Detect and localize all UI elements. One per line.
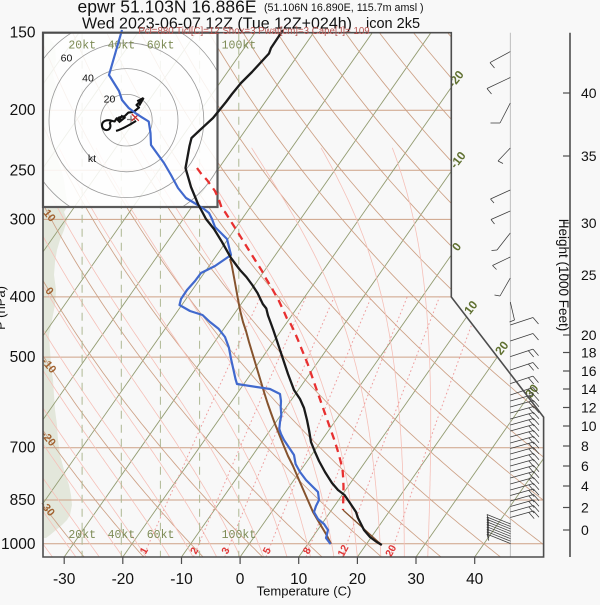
svg-text:icon 2k5: icon 2k5 — [366, 16, 420, 32]
svg-text:12: 12 — [335, 543, 351, 559]
svg-text:8: 8 — [301, 545, 314, 556]
svg-text:25: 25 — [581, 267, 597, 283]
svg-text:16: 16 — [581, 363, 597, 379]
svg-text:100kt: 100kt — [222, 529, 257, 542]
svg-text:2: 2 — [581, 500, 589, 516]
svg-text:12: 12 — [581, 400, 597, 416]
svg-text:4: 4 — [581, 478, 589, 494]
svg-text:700: 700 — [10, 440, 36, 457]
svg-text:Temperature (C): Temperature (C) — [257, 584, 352, 599]
svg-text:850: 850 — [10, 492, 36, 509]
svg-text:0: 0 — [581, 522, 589, 538]
svg-text:10: 10 — [581, 418, 597, 434]
svg-text:3: 3 — [219, 545, 232, 556]
svg-text:Pcl=880 Ticl[C]=12 Shox=3 Pwat: Pcl=880 Ticl[C]=12 Shox=3 Pwat[cm]=3 Cap… — [138, 26, 369, 37]
svg-text:0: 0 — [236, 571, 245, 588]
svg-text:(51.106N 16.890E, 115.7m amsl: (51.106N 16.890E, 115.7m amsl ) — [264, 2, 424, 14]
svg-text:-20: -20 — [112, 571, 135, 588]
svg-text:150: 150 — [10, 25, 36, 42]
svg-text:40kt: 40kt — [108, 529, 136, 542]
svg-text:Wed 2023-06-07 12Z (Tue 12Z+02: Wed 2023-06-07 12Z (Tue 12Z+024h) — [82, 16, 352, 33]
svg-text:40kt: 40kt — [108, 40, 136, 53]
svg-text:20: 20 — [581, 327, 597, 343]
svg-text:2: 2 — [188, 545, 201, 556]
svg-text:20: 20 — [104, 93, 116, 105]
svg-text:30: 30 — [407, 571, 425, 588]
svg-text:35: 35 — [581, 148, 597, 164]
svg-text:400: 400 — [10, 289, 36, 306]
svg-text:-10: -10 — [170, 571, 193, 588]
svg-text:60kt: 60kt — [147, 40, 175, 53]
svg-text:300: 300 — [10, 211, 36, 228]
svg-text:8: 8 — [581, 438, 589, 454]
svg-text:200: 200 — [10, 102, 36, 119]
svg-text:6: 6 — [581, 458, 589, 474]
svg-text:60: 60 — [61, 52, 73, 64]
svg-text:40: 40 — [82, 72, 94, 84]
svg-text:P (hPa): P (hPa) — [0, 286, 8, 330]
svg-text:18: 18 — [581, 345, 597, 361]
svg-text:1: 1 — [138, 545, 151, 556]
svg-text:1000: 1000 — [1, 536, 36, 553]
svg-text:500: 500 — [10, 349, 36, 366]
svg-text:250: 250 — [10, 162, 36, 179]
svg-text:30: 30 — [581, 215, 597, 231]
svg-text:40: 40 — [466, 571, 484, 588]
svg-text:20: 20 — [349, 571, 367, 588]
svg-text:kt: kt — [88, 153, 96, 165]
svg-text:5: 5 — [261, 545, 274, 556]
svg-text:20: 20 — [383, 543, 399, 559]
svg-text:60kt: 60kt — [147, 529, 175, 542]
svg-text:100kt: 100kt — [222, 40, 257, 53]
svg-text:40: 40 — [581, 85, 597, 101]
svg-text:10: 10 — [290, 571, 308, 588]
svg-text:Height (1000 Feet): Height (1000 Feet) — [556, 219, 571, 332]
svg-text:epwr 51.103N 16.886E: epwr 51.103N 16.886E — [78, 0, 257, 17]
svg-text:14: 14 — [581, 381, 597, 397]
svg-text:20kt: 20kt — [68, 529, 96, 542]
svg-text:-30: -30 — [53, 571, 76, 588]
svg-text:20kt: 20kt — [68, 40, 96, 53]
